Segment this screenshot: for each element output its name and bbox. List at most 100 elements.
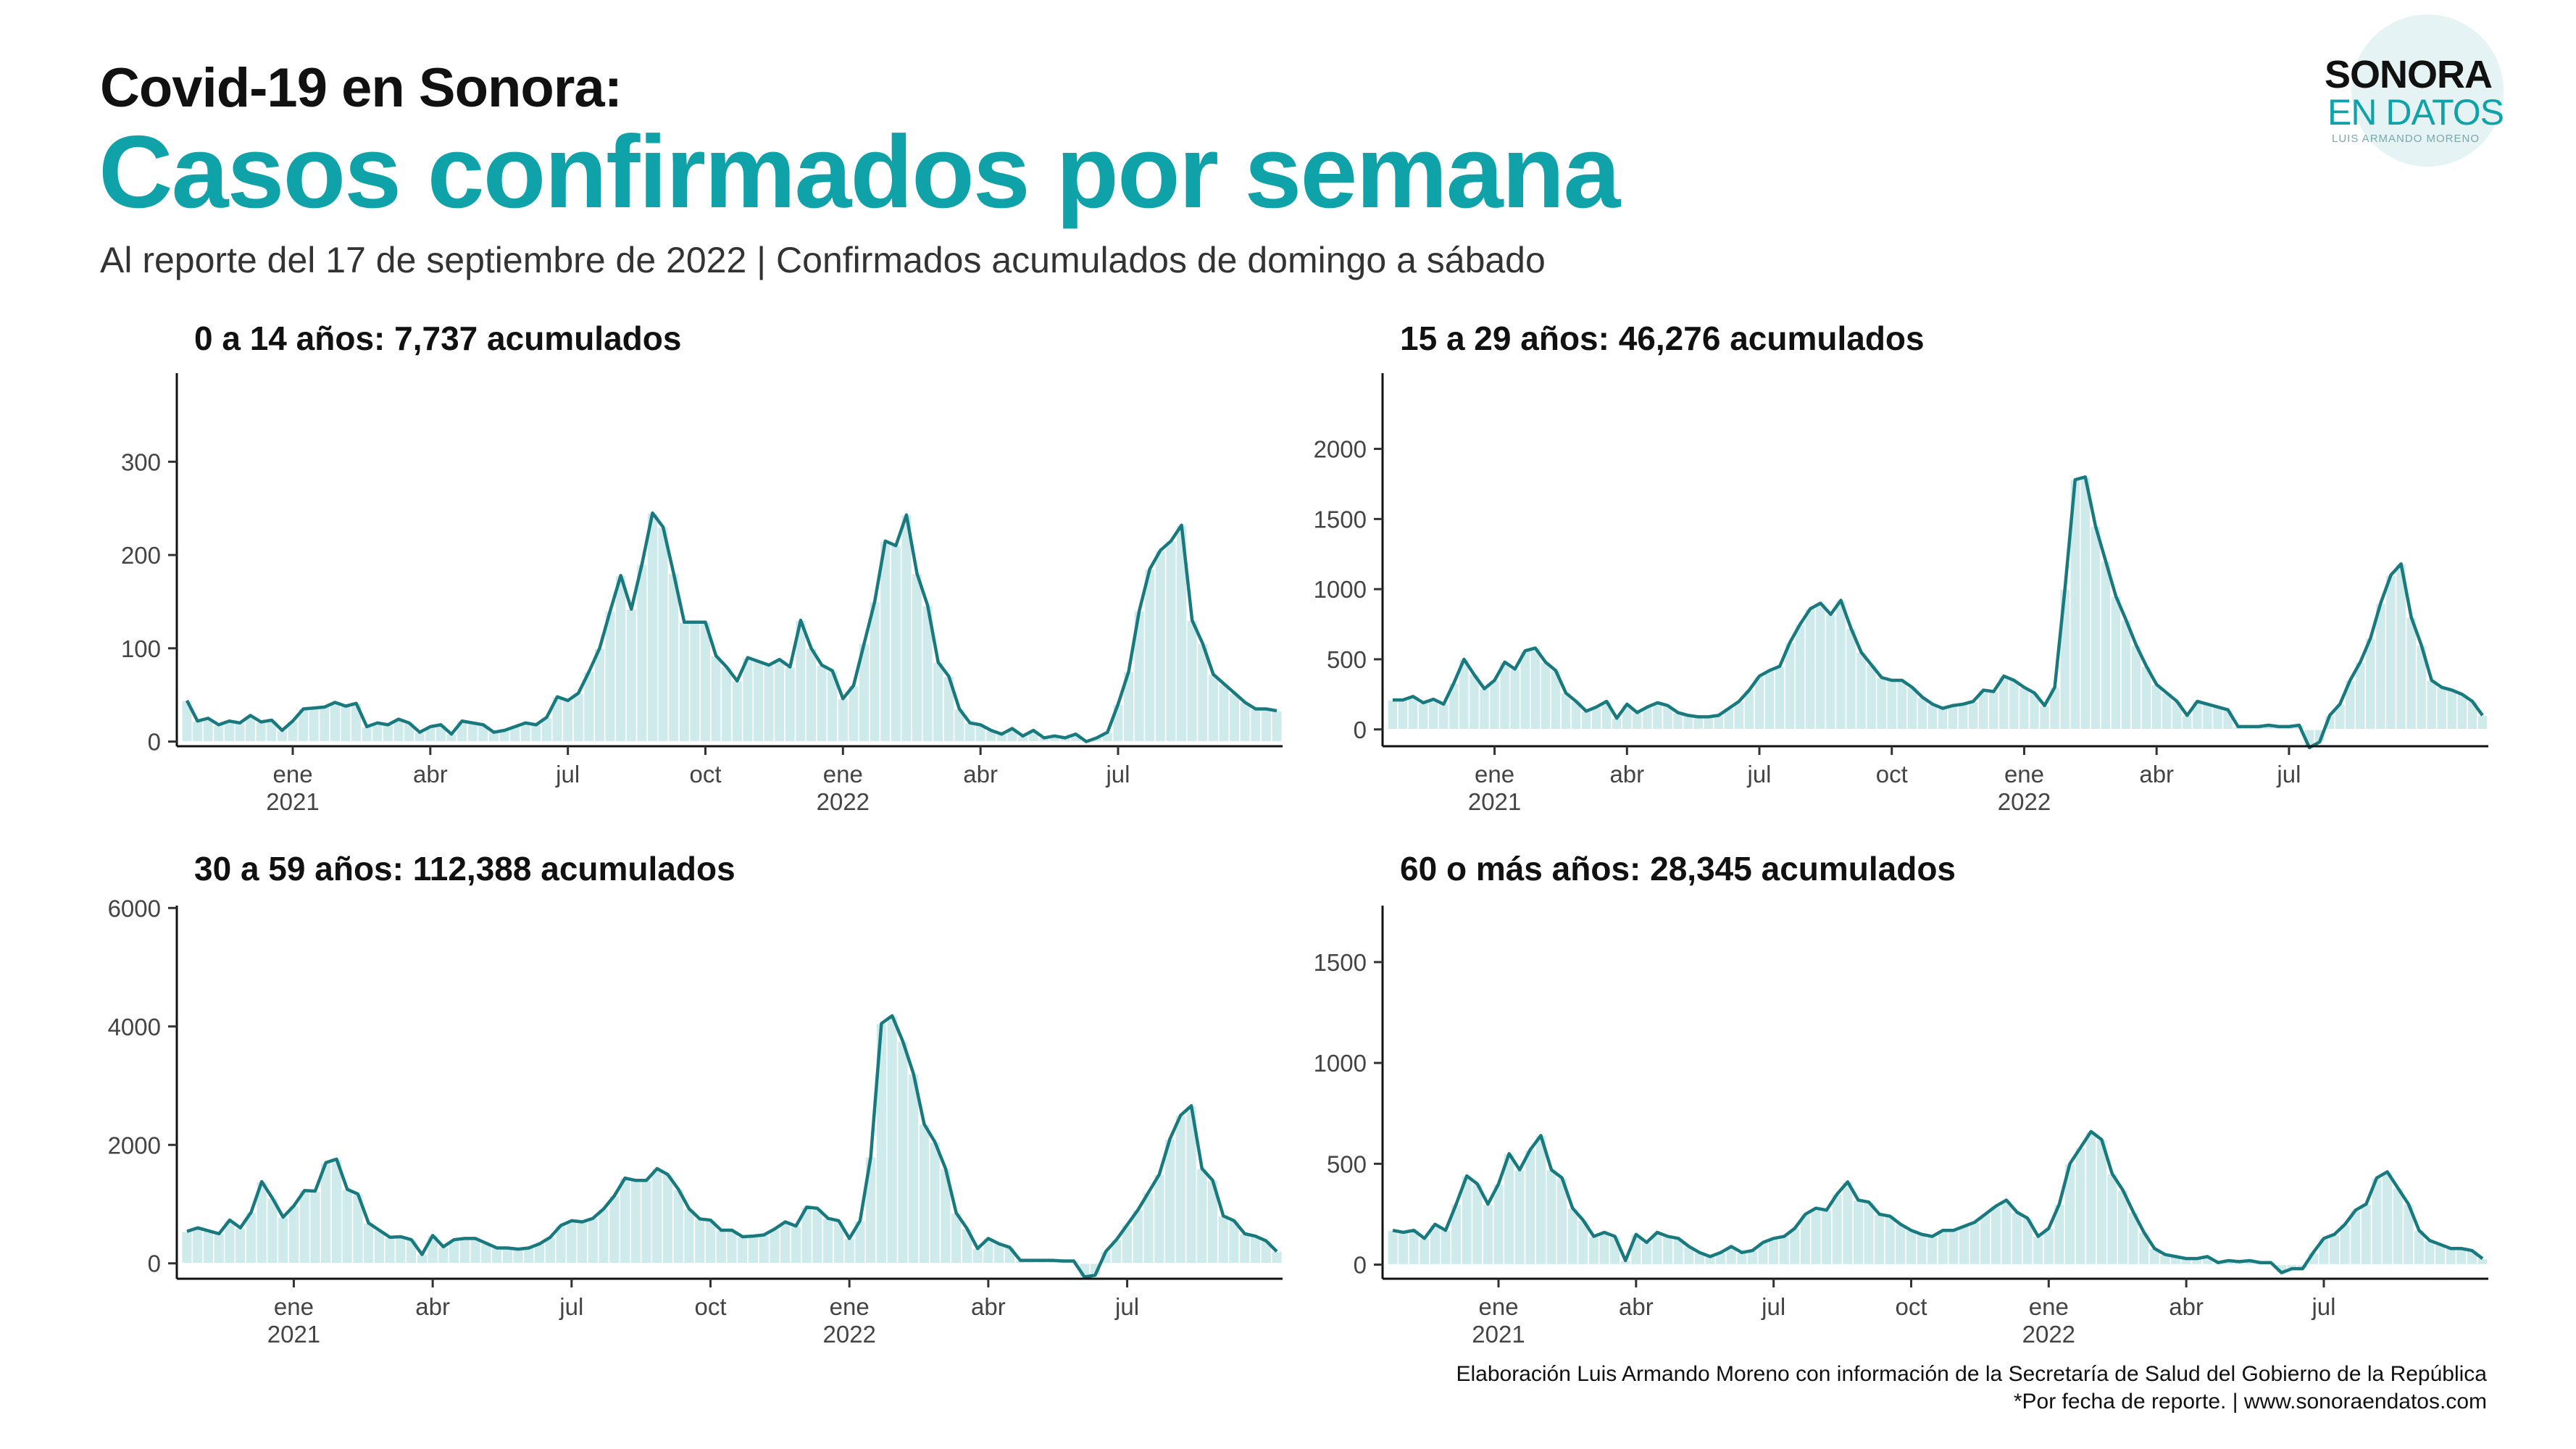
x-tick-label-60-plus: abr bbox=[2169, 1293, 2204, 1320]
x-tick-year-label-15-29: 2022 bbox=[1998, 788, 2051, 815]
y-tick-label-30-59: 6000 bbox=[108, 895, 161, 922]
bar-60-plus bbox=[2445, 1248, 2457, 1266]
bar-30-59 bbox=[565, 1220, 578, 1264]
bar-0-14 bbox=[233, 722, 246, 743]
bar-0-14 bbox=[614, 575, 627, 743]
bar-15-29 bbox=[2425, 680, 2438, 730]
bar-15-29 bbox=[1885, 680, 1898, 730]
bar-60-plus bbox=[2032, 1235, 2044, 1266]
bar-15-29 bbox=[1814, 602, 1827, 730]
bar-60-plus bbox=[1926, 1235, 1938, 1266]
bar-60-plus bbox=[1905, 1229, 1917, 1266]
bar-30-59 bbox=[501, 1247, 514, 1264]
bar-0-14 bbox=[964, 722, 976, 743]
bar-30-59 bbox=[277, 1216, 289, 1264]
bar-60-plus bbox=[1778, 1235, 1791, 1266]
x-tick-label-60-plus: jul bbox=[1761, 1293, 1785, 1320]
bar-30-59 bbox=[330, 1158, 343, 1264]
bar-30-59 bbox=[630, 1179, 642, 1264]
bar-0-14 bbox=[1143, 568, 1156, 743]
bar-60-plus bbox=[2349, 1209, 2362, 1266]
bar-30-59 bbox=[651, 1168, 663, 1264]
bar-0-14 bbox=[890, 545, 902, 743]
bar-0-14 bbox=[657, 526, 670, 743]
x-tick-year-label-60-plus: 2021 bbox=[1472, 1321, 1525, 1348]
bar-60-plus bbox=[2423, 1240, 2436, 1266]
bar-15-29 bbox=[1906, 686, 1918, 730]
bar-15-29 bbox=[1825, 614, 1837, 730]
bar-15-29 bbox=[2385, 575, 2397, 730]
bar-60-plus bbox=[1767, 1237, 1780, 1266]
bar-30-59 bbox=[597, 1208, 610, 1264]
bar-60-plus bbox=[2360, 1203, 2372, 1266]
x-tick-label-0-14: jul bbox=[1105, 761, 1130, 788]
bar-15-29 bbox=[2008, 680, 2020, 730]
x-tick-label-0-14: ene bbox=[272, 761, 312, 788]
bar-60-plus bbox=[2011, 1211, 2023, 1266]
bar-60-plus bbox=[1408, 1229, 1420, 1266]
bar-30-59 bbox=[918, 1123, 930, 1264]
bar-30-59 bbox=[1175, 1114, 1187, 1264]
bar-0-14 bbox=[763, 664, 775, 743]
bar-60-plus bbox=[1567, 1207, 1579, 1266]
bar-0-14 bbox=[1249, 708, 1262, 743]
bar-30-59 bbox=[662, 1174, 674, 1264]
bar-15-29 bbox=[1651, 702, 1664, 730]
bar-60-plus bbox=[1990, 1206, 2002, 1266]
bar-15-29 bbox=[1540, 661, 1551, 730]
x-tick-label-30-59: abr bbox=[971, 1293, 1006, 1320]
bar-0-14 bbox=[1154, 549, 1167, 743]
x-tick-label-60-plus: jul bbox=[2311, 1293, 2335, 1320]
bar-30-59 bbox=[213, 1233, 225, 1264]
bar-0-14 bbox=[646, 512, 659, 743]
bar-15-29 bbox=[1499, 661, 1511, 730]
bar-15-29 bbox=[1387, 699, 1399, 730]
bar-15-29 bbox=[2375, 602, 2387, 730]
bar-30-59 bbox=[704, 1219, 717, 1264]
bar-60-plus bbox=[1958, 1225, 1970, 1266]
bar-30-59 bbox=[1238, 1233, 1251, 1264]
y-tick-label-15-29: 1000 bbox=[1314, 576, 1367, 603]
bar-30-59 bbox=[790, 1225, 802, 1264]
bar-0-14 bbox=[467, 722, 479, 743]
bar-0-14 bbox=[667, 573, 680, 743]
x-tick-label-30-59: jul bbox=[1114, 1293, 1139, 1320]
series-line-0-14 bbox=[185, 511, 1277, 743]
bar-60-plus bbox=[1397, 1232, 1409, 1266]
x-tick-year-label-15-29: 2021 bbox=[1468, 788, 1521, 815]
bar-15-29 bbox=[1927, 703, 1938, 730]
x-tick-label-60-plus: ene bbox=[2029, 1293, 2069, 1320]
sonora-en-datos-logo: SONORA EN DATOS LUIS ARMANDO MORENO bbox=[2312, 14, 2529, 174]
bar-0-14 bbox=[816, 664, 828, 743]
bar-60-plus bbox=[1492, 1183, 1505, 1266]
bar-60-plus bbox=[1937, 1229, 1949, 1266]
bar-0-14 bbox=[382, 724, 394, 743]
y-tick-label-15-29: 500 bbox=[1327, 646, 1367, 673]
bar-60-plus bbox=[2096, 1139, 2108, 1266]
bar-15-29 bbox=[1947, 705, 1959, 730]
bar-15-29 bbox=[2212, 706, 2224, 730]
bar-0-14 bbox=[741, 656, 754, 743]
bar-15-29 bbox=[1488, 680, 1501, 730]
bar-30-59 bbox=[1217, 1215, 1230, 1264]
bar-0-14 bbox=[911, 573, 923, 743]
bar-15-29 bbox=[1764, 669, 1775, 730]
x-tick-label-15-29: ene bbox=[1475, 761, 1514, 788]
subtitle: Al reporte del 17 de septiembre de 2022 … bbox=[100, 240, 1546, 280]
bar-15-29 bbox=[1530, 647, 1541, 730]
bar-0-14 bbox=[837, 698, 849, 743]
bar-60-plus bbox=[1609, 1235, 1621, 1266]
x-tick-label-15-29: abr bbox=[1609, 761, 1644, 788]
x-tick-year-label-30-59: 2022 bbox=[822, 1321, 875, 1348]
bar-15-29 bbox=[1397, 699, 1409, 730]
bar-0-14 bbox=[932, 661, 944, 743]
bar-30-59 bbox=[362, 1222, 375, 1264]
series-line-15-29 bbox=[1393, 475, 2484, 750]
bar-60-plus bbox=[2000, 1199, 2012, 1266]
bar-15-29 bbox=[1692, 716, 1704, 730]
bar-15-29 bbox=[1468, 674, 1480, 730]
bar-30-59 bbox=[715, 1229, 728, 1264]
bar-15-29 bbox=[2038, 705, 2051, 730]
bar-30-59 bbox=[779, 1221, 791, 1264]
bar-15-29 bbox=[1509, 668, 1521, 730]
